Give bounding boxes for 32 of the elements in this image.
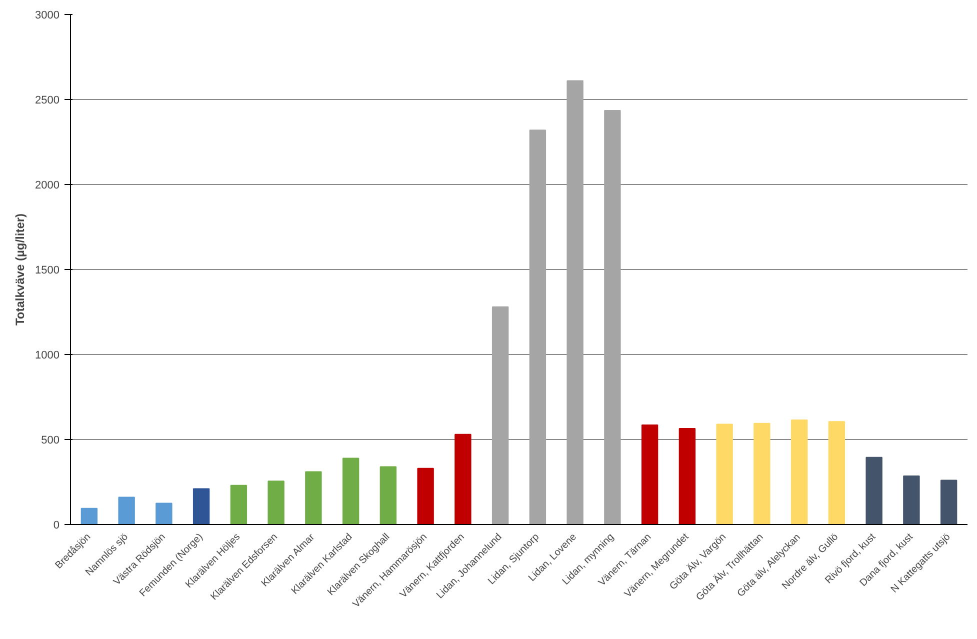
y-tick-label: 2500 xyxy=(35,94,60,106)
bar xyxy=(492,306,509,524)
y-axis-title: Totalkväve (µg/liter) xyxy=(13,213,28,326)
bar xyxy=(80,508,98,524)
bar xyxy=(754,422,770,524)
bar xyxy=(828,421,846,524)
bar xyxy=(118,496,135,524)
y-tick-label: 1000 xyxy=(35,350,60,362)
bar xyxy=(566,80,584,524)
bar xyxy=(641,424,658,524)
bar xyxy=(417,468,434,524)
bar xyxy=(380,466,397,524)
bar xyxy=(305,471,322,524)
bar xyxy=(678,428,696,524)
bar xyxy=(604,110,621,524)
bar xyxy=(790,419,808,524)
bar xyxy=(192,488,210,524)
bar xyxy=(529,130,546,524)
y-tick-label: 500 xyxy=(41,434,60,446)
bar xyxy=(342,458,360,524)
y-tick-label: 0 xyxy=(53,520,60,532)
bar xyxy=(268,480,284,524)
bar xyxy=(156,502,172,524)
bar xyxy=(716,424,733,524)
y-tick-label: 2000 xyxy=(35,180,60,192)
bar xyxy=(454,434,472,524)
bar xyxy=(230,484,248,524)
bar xyxy=(903,476,920,524)
bar xyxy=(940,480,958,524)
y-tick-label: 3000 xyxy=(35,10,60,22)
y-tick-label: 1500 xyxy=(35,264,60,276)
bar xyxy=(866,456,882,524)
